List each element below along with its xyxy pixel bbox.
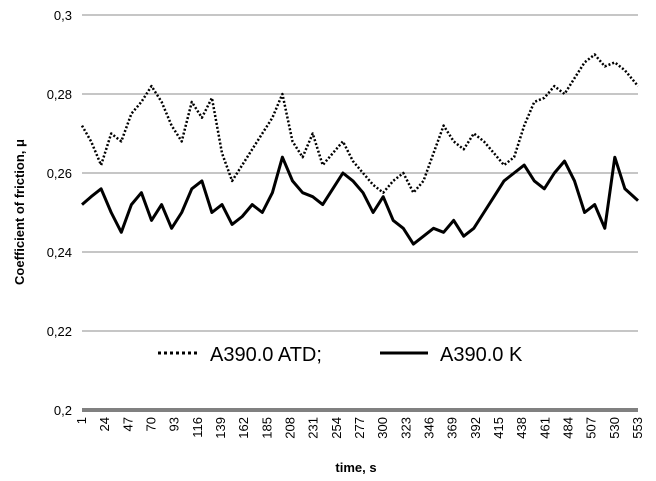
x-tick-label: 116 [190, 417, 205, 438]
x-tick-label: 231 [306, 417, 321, 439]
x-tick-label: 139 [213, 417, 228, 439]
x-tick-label: 484 [561, 417, 576, 439]
grid-lines [82, 14, 638, 332]
x-tick-label: 1 [74, 417, 89, 424]
x-tick-label: 185 [259, 417, 274, 439]
x-tick-label: 208 [283, 417, 298, 439]
x-axis-ticks: 1 24 47 70 93 116 139 162 185 208 231 254 277 300 323 3… [74, 417, 645, 439]
x-tick-label: 346 [422, 417, 437, 439]
x-tick-label: 415 [491, 417, 506, 439]
x-tick-label: 507 [584, 417, 599, 439]
legend: A390.0 ATD; A390.0 K [158, 344, 523, 366]
x-tick-label: 254 [329, 417, 344, 439]
y-axis-title: Coefficient of friction, μ [12, 139, 27, 285]
y-tick-label: 0,24 [47, 245, 72, 260]
series-line-k [81, 155, 640, 246]
x-tick-label: 553 [630, 417, 645, 439]
x-tick-label: 24 [97, 417, 112, 431]
x-tick-label: 438 [514, 417, 529, 439]
x-tick-label: 323 [398, 417, 413, 439]
legend-label-atd: A390.0 ATD; [210, 344, 322, 366]
x-tick-label: 93 [167, 417, 182, 431]
x-tick-label: 47 [120, 417, 135, 431]
x-tick-label: 461 [537, 417, 552, 439]
y-tick-label: 0,28 [47, 87, 72, 102]
x-tick-label: 300 [375, 417, 390, 439]
x-tick-label: 70 [144, 417, 159, 431]
series-line-atd [80, 53, 639, 194]
x-tick-label: 530 [607, 417, 622, 439]
x-tick-label: 162 [236, 417, 251, 439]
y-tick-label: 0,26 [47, 166, 72, 181]
series-lines [80, 53, 640, 246]
x-tick-label: 277 [352, 417, 367, 439]
y-tick-label: 0,3 [54, 8, 72, 23]
x-axis-bar [82, 408, 638, 412]
x-tick-label: 369 [445, 417, 460, 439]
y-axis-ticks: 0,2 0,22 0,24 0,26 0,28 0,3 [47, 8, 72, 418]
x-tick-label: 392 [468, 417, 483, 439]
y-tick-label: 0,2 [54, 403, 72, 418]
y-tick-label: 0,22 [47, 324, 72, 339]
legend-label-k: A390.0 K [440, 344, 523, 366]
x-axis-title: time, s [335, 460, 376, 475]
